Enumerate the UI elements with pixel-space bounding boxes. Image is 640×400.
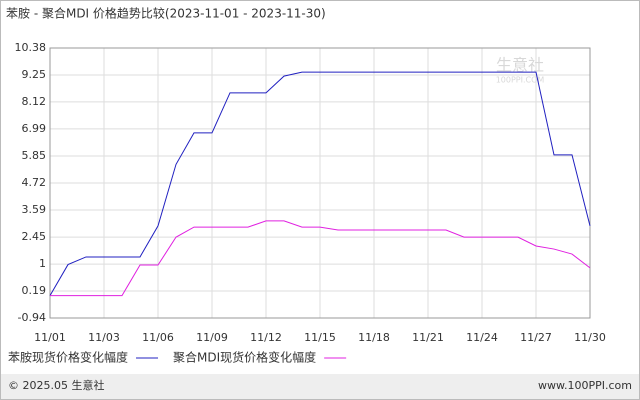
- plot-border: [49, 47, 591, 319]
- y-tick-label: 3.59: [22, 203, 47, 216]
- y-tick-label: 2.45: [22, 230, 47, 243]
- legend-label: 聚合MDI现货价格变化幅度: [173, 350, 316, 365]
- y-tick-label: 8.12: [22, 95, 47, 108]
- x-tick-label: 11/24: [466, 331, 498, 344]
- x-tick-label: 11/21: [412, 331, 444, 344]
- footer-right: www.100PPI.com: [538, 379, 632, 392]
- y-tick-label: 9.25: [22, 68, 47, 81]
- x-tick-label: 11/15: [304, 331, 336, 344]
- y-tick-label: 1: [39, 257, 46, 270]
- y-tick-label: 10.38: [15, 41, 47, 54]
- series-line: [49, 71, 591, 296]
- x-tick-label: 11/09: [196, 331, 228, 344]
- x-tick-label: 11/06: [142, 331, 174, 344]
- series-line: [50, 220, 591, 297]
- watermark-url: 100PPI.COM: [496, 76, 545, 85]
- x-tick-label: 11/30: [574, 331, 606, 344]
- x-tick-label: 11/27: [520, 331, 552, 344]
- chart-title: 苯胺 - 聚合MDI 价格趋势比较(2023-11-01 - 2023-11-3…: [6, 6, 326, 21]
- x-tick-label: 11/01: [34, 331, 66, 344]
- x-tick-label: 11/12: [250, 331, 282, 344]
- legend-label: 苯胺现货价格变化幅度: [8, 350, 128, 365]
- y-tick-label: 5.85: [22, 149, 47, 162]
- watermark: 生意社: [496, 56, 544, 75]
- footer-bar: [1, 374, 639, 399]
- x-tick-label: 11/03: [88, 331, 120, 344]
- y-tick-label: 6.99: [22, 122, 47, 135]
- x-tick-label: 11/18: [358, 331, 390, 344]
- y-tick-label: 4.72: [22, 176, 47, 189]
- y-tick-label: -0.94: [18, 311, 46, 324]
- y-tick-label: 0.19: [22, 284, 47, 297]
- footer-left: © 2025.05 生意社: [8, 378, 104, 392]
